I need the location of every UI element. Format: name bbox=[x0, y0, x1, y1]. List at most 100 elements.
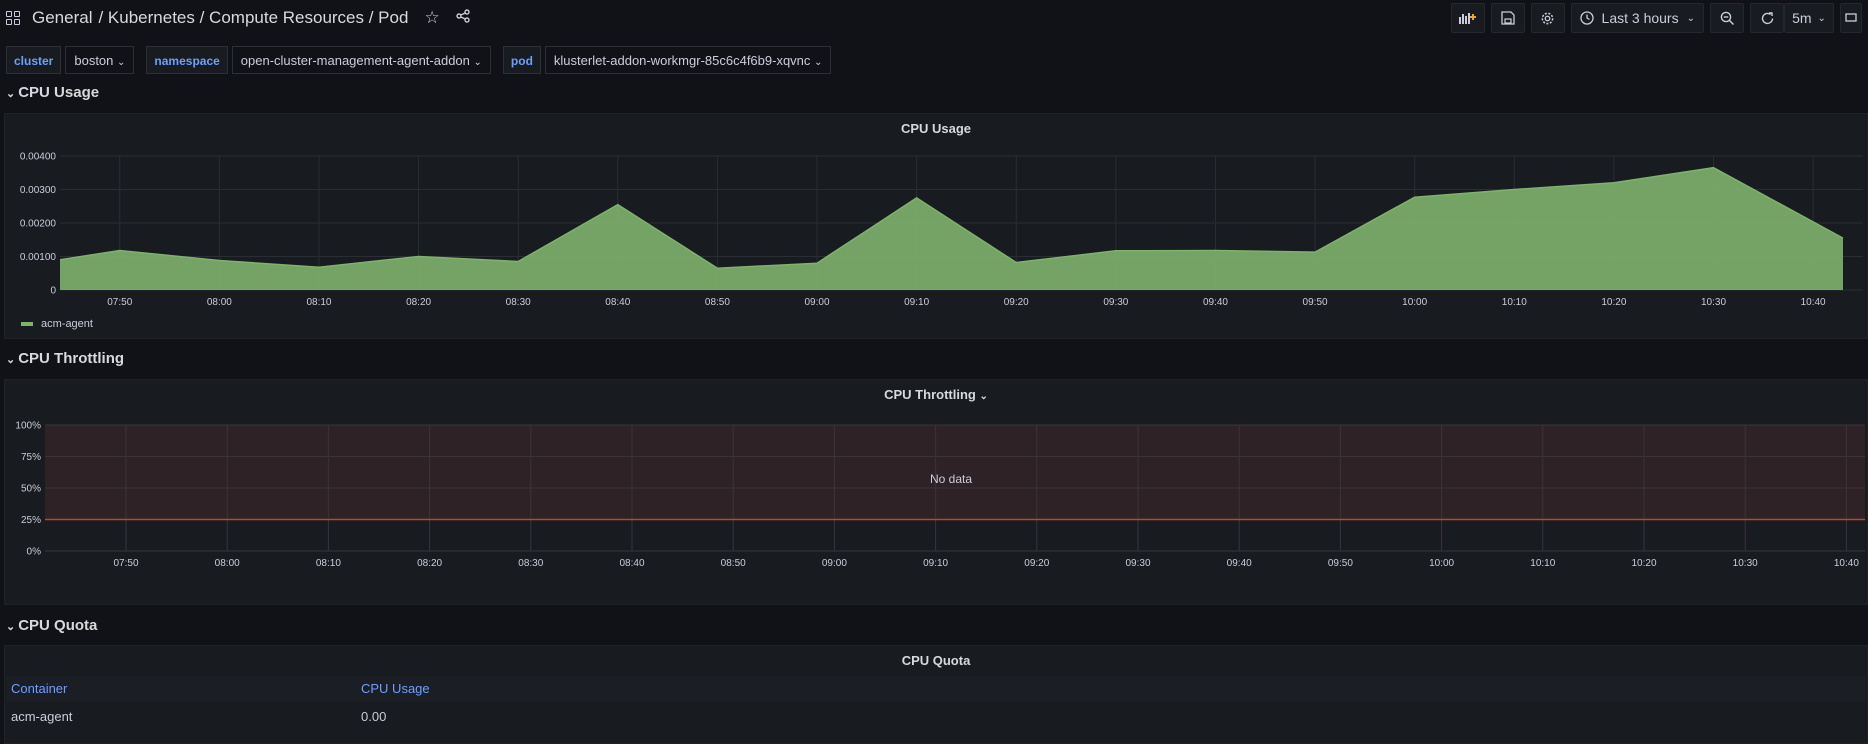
cpu-throttling-chart[interactable]: 0% 25% 50% 75% 100% 07:50 08:00 08:10 08:20 08:30… bbox=[5, 380, 1867, 604]
x-tick-label: 08:50 bbox=[705, 297, 730, 308]
x-tick-label: 10:30 bbox=[1701, 297, 1726, 308]
x-tick-label: 09:50 bbox=[1303, 297, 1328, 308]
panel-cpu-throttling: CPU Throttling ⌄ 0% 25% 50% 75% 100% 07:50 08:… bbox=[4, 379, 1868, 605]
chevron-down-icon: ⌄ bbox=[6, 354, 16, 366]
save-dashboard-button[interactable] bbox=[1490, 3, 1525, 33]
add-panel-button[interactable] bbox=[1450, 3, 1485, 33]
refresh-interval-picker[interactable]: 5m ⌄ bbox=[1784, 3, 1834, 33]
row-cpu-quota[interactable]: ⌄ CPU Quota bbox=[6, 617, 97, 634]
share-icon[interactable] bbox=[455, 8, 470, 28]
cpu-usage-chart[interactable]: 0 0.00100 0.00200 0.00300 0.00400 07:50 08:00 0… bbox=[5, 114, 1867, 338]
series-line-acm-agent[interactable] bbox=[59, 166, 1844, 269]
legend: acm-agent bbox=[21, 318, 93, 330]
variable-label: namespace bbox=[146, 46, 228, 74]
template-variables: cluster boston ⌄ namespace open-cluster-… bbox=[6, 46, 832, 74]
x-tick-label: 08:20 bbox=[406, 297, 431, 308]
row-cpu-throttling[interactable]: ⌄ CPU Throttling bbox=[6, 350, 124, 367]
x-tick-label: 09:00 bbox=[805, 297, 830, 308]
panel-title[interactable]: CPU Throttling ⌄ bbox=[5, 380, 1867, 410]
dashboard-settings-button[interactable] bbox=[1530, 3, 1565, 33]
refresh-icon bbox=[1761, 11, 1773, 24]
x-tick-label: 08:50 bbox=[721, 558, 746, 569]
add-panel-icon bbox=[1458, 13, 1476, 24]
breadcrumb-folder[interactable]: General bbox=[32, 8, 93, 27]
no-data-message: No data bbox=[930, 472, 972, 486]
x-tick-label: 09:20 bbox=[1024, 558, 1049, 569]
variable-value: open-cluster-management-agent-addon bbox=[240, 53, 470, 68]
y-tick-label: 0.00100 bbox=[20, 252, 57, 263]
chevron-down-icon: ⌄ bbox=[473, 57, 482, 68]
x-tick-label: 08:10 bbox=[316, 558, 341, 569]
x-tick-label: 09:50 bbox=[1328, 558, 1353, 569]
time-range-label: Last 3 hours bbox=[1601, 10, 1679, 26]
variable-value: klusterlet-addon-workmgr-85c6c4f6b9-xqvn… bbox=[553, 53, 811, 68]
x-tick-label: 09:40 bbox=[1203, 297, 1228, 308]
legend-swatch bbox=[21, 322, 33, 326]
dashboards-grid-icon[interactable] bbox=[6, 11, 20, 25]
time-range-picker[interactable]: Last 3 hours ⌄ bbox=[1570, 3, 1704, 33]
x-tick-label: 09:10 bbox=[923, 558, 948, 569]
variable-select[interactable]: boston ⌄ bbox=[65, 46, 135, 74]
x-tick-label: 10:20 bbox=[1601, 297, 1626, 308]
row-title: CPU Throttling bbox=[18, 350, 125, 367]
y-tick-label: 50% bbox=[21, 484, 41, 495]
x-tick-label: 10:00 bbox=[1429, 558, 1454, 569]
clock-icon bbox=[1579, 11, 1594, 25]
chevron-down-icon: ⌄ bbox=[6, 621, 16, 633]
x-tick-label: 10:40 bbox=[1801, 297, 1826, 308]
tv-mode-button[interactable] bbox=[1840, 3, 1862, 33]
variable-namespace: namespace open-cluster-management-agent-… bbox=[146, 46, 491, 74]
x-tick-label: 09:00 bbox=[822, 558, 847, 569]
y-tick-label: 25% bbox=[21, 515, 41, 526]
y-tick-label: 0 bbox=[50, 286, 56, 297]
x-tick-label: 09:30 bbox=[1103, 297, 1128, 308]
x-tick-label: 08:30 bbox=[506, 297, 531, 308]
zoom-out-button[interactable] bbox=[1710, 3, 1744, 33]
x-tick-label: 10:10 bbox=[1530, 558, 1555, 569]
y-tick-label: 0% bbox=[27, 547, 42, 558]
y-tick-label: 0.00200 bbox=[20, 219, 57, 230]
star-icon[interactable]: ☆ bbox=[424, 8, 440, 27]
x-tick-label: 08:30 bbox=[518, 558, 543, 569]
gear-icon bbox=[1541, 12, 1554, 24]
x-tick-label: 08:00 bbox=[207, 297, 232, 308]
table-header: Container CPU Usage bbox=[6, 676, 1866, 702]
panel-title[interactable]: CPU Usage bbox=[900, 121, 972, 136]
panel-cpu-quota: CPU Quota Container CPU Usage acm-agent … bbox=[4, 645, 1868, 744]
x-tick-label: 10:30 bbox=[1733, 558, 1758, 569]
y-tick-label: 100% bbox=[15, 421, 41, 432]
table-cell: 0.00 bbox=[361, 709, 387, 724]
table-cell: acm-agent bbox=[11, 709, 73, 724]
chevron-down-icon: ⌄ bbox=[1817, 12, 1826, 24]
y-tick-label: 0.00400 bbox=[20, 152, 57, 163]
column-header-cpu-usage[interactable]: CPU Usage bbox=[361, 681, 430, 696]
legend-item[interactable]: acm-agent bbox=[41, 318, 93, 330]
column-header-container[interactable]: Container bbox=[11, 681, 68, 696]
chevron-down-icon: ⌄ bbox=[814, 57, 823, 68]
panel-title[interactable]: CPU Quota bbox=[901, 653, 971, 668]
x-tick-label: 10:40 bbox=[1834, 558, 1859, 569]
x-tick-label: 09:10 bbox=[904, 297, 929, 308]
top-bar: General / Kubernetes / Compute Resources… bbox=[0, 0, 1868, 36]
chevron-down-icon: ⌄ bbox=[6, 88, 16, 100]
x-tick-label: 09:30 bbox=[1125, 558, 1150, 569]
chevron-down-icon: ⌄ bbox=[117, 57, 126, 68]
x-tick-label: 09:20 bbox=[1004, 297, 1029, 308]
x-tick-label: 07:50 bbox=[113, 558, 138, 569]
variable-label: pod bbox=[502, 46, 541, 74]
breadcrumb: General / Kubernetes / Compute Resources… bbox=[0, 8, 470, 28]
variable-select[interactable]: klusterlet-addon-workmgr-85c6c4f6b9-xqvn… bbox=[544, 46, 832, 74]
x-tick-label: 07:50 bbox=[107, 297, 132, 308]
variable-select[interactable]: open-cluster-management-agent-addon ⌄ bbox=[231, 46, 491, 74]
series-area-acm-agent[interactable] bbox=[60, 167, 1843, 290]
row-cpu-usage[interactable]: ⌄ CPU Usage bbox=[6, 84, 99, 101]
chevron-down-icon: ⌄ bbox=[1686, 12, 1695, 24]
panel-title-text: CPU Throttling bbox=[884, 387, 976, 402]
dashboard-actions: Last 3 hours ⌄ 5m ⌄ bbox=[1450, 3, 1862, 33]
row-title: CPU Usage bbox=[18, 84, 100, 101]
variable-label: cluster bbox=[6, 46, 62, 74]
refresh-button[interactable] bbox=[1750, 3, 1784, 33]
monitor-icon bbox=[1845, 13, 1857, 22]
breadcrumb-dashboard[interactable]: / Kubernetes / Compute Resources / Pod bbox=[98, 8, 409, 27]
x-tick-label: 10:10 bbox=[1502, 297, 1527, 308]
